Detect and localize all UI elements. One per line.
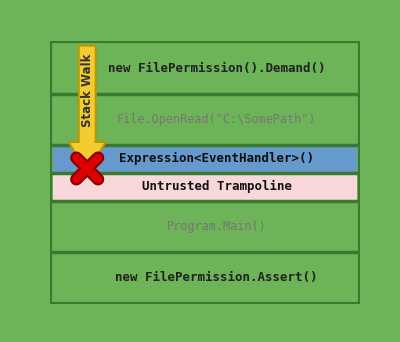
Text: new FilePermission.Assert(): new FilePermission.Assert()	[115, 271, 318, 284]
Bar	[53, 44, 357, 93]
Text: Untrusted Trampoline: Untrusted Trampoline	[142, 180, 292, 193]
Polygon shape	[69, 46, 106, 173]
Text: new FilePermission().Demand(): new FilePermission().Demand()	[108, 62, 325, 75]
Text: Program.Main(): Program.Main()	[167, 220, 266, 233]
Bar	[53, 253, 357, 301]
Text: Stack Walk: Stack Walk	[81, 53, 94, 127]
Text: File.OpenRead("C:\SomePath"): File.OpenRead("C:\SomePath")	[117, 113, 316, 126]
Text: Expression<EventHandler>(): Expression<EventHandler>()	[119, 152, 314, 165]
Bar	[53, 95, 357, 144]
Bar	[53, 174, 357, 200]
Bar	[53, 146, 357, 172]
Bar	[53, 202, 357, 250]
